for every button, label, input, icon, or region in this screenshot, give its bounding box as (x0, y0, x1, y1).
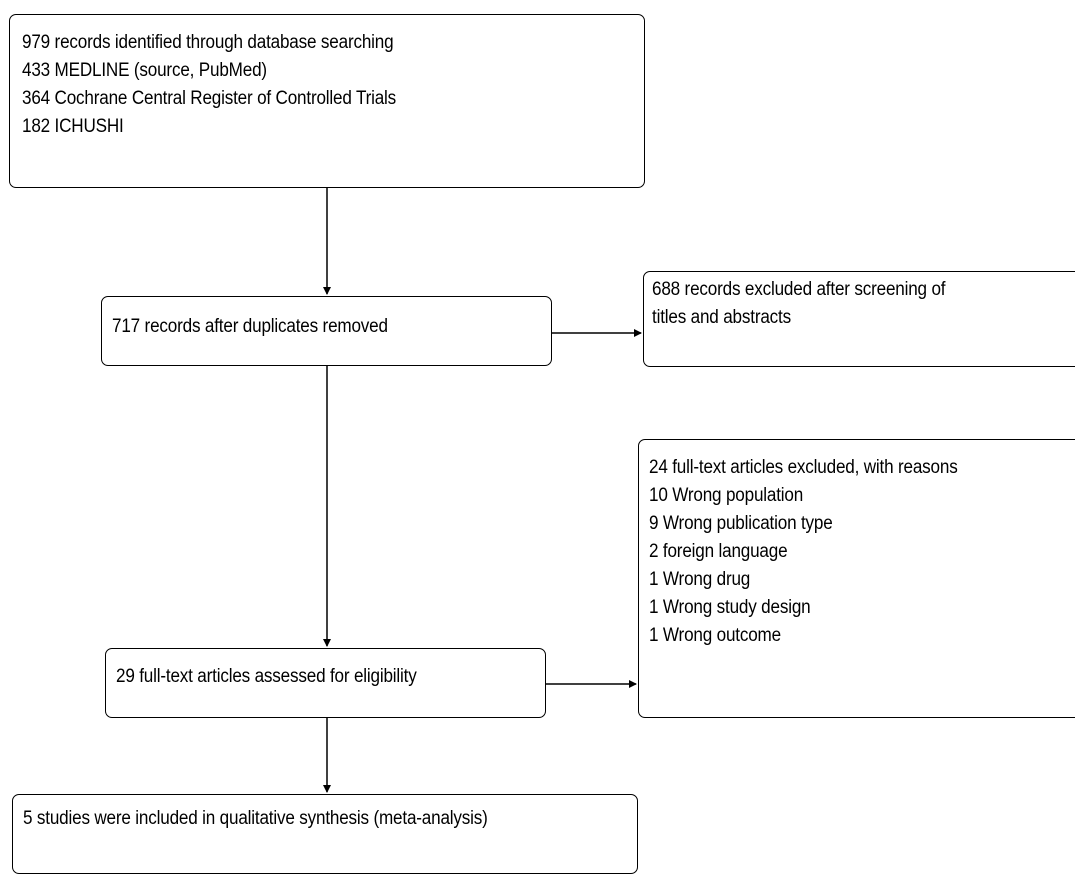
included-studies-box: 5 studies were included in qualitative s… (12, 794, 638, 874)
reason-wrong-publication-type: 9 Wrong publication type (649, 513, 833, 534)
cochrane-count-text: 364 Cochrane Central Register of Control… (22, 88, 397, 109)
reason-wrong-outcome: 1 Wrong outcome (649, 625, 781, 646)
ichushi-count-text: 182 ICHUSHI (22, 116, 124, 137)
screening-excluded-text-line1: 688 records excluded after screening of (652, 279, 946, 300)
duplicates-removed-text: 717 records after duplicates removed (112, 316, 388, 337)
fulltext-excluded-total-text: 24 full-text articles excluded, with rea… (649, 457, 958, 478)
eligibility-box: 29 full-text articles assessed for eligi… (105, 648, 546, 718)
records-identified-text: 979 records identified through database … (22, 32, 394, 53)
fulltext-assessed-text: 29 full-text articles assessed for eligi… (116, 666, 417, 687)
included-studies-text: 5 studies were included in qualitative s… (23, 808, 488, 829)
duplicates-removed-box: 717 records after duplicates removed (101, 296, 552, 366)
screening-excluded-box: 688 records excluded after screening of … (643, 271, 1075, 367)
reason-wrong-drug: 1 Wrong drug (649, 569, 751, 590)
identification-box: 979 records identified through database … (9, 14, 645, 188)
reason-wrong-population: 10 Wrong population (649, 485, 804, 506)
fulltext-excluded-box: 24 full-text articles excluded, with rea… (638, 439, 1075, 718)
screening-excluded-text-line2: titles and abstracts (652, 307, 791, 328)
reason-foreign-language: 2 foreign language (649, 541, 788, 562)
medline-count-text: 433 MEDLINE (source, PubMed) (22, 60, 267, 81)
reason-wrong-study-design: 1 Wrong study design (649, 597, 811, 618)
